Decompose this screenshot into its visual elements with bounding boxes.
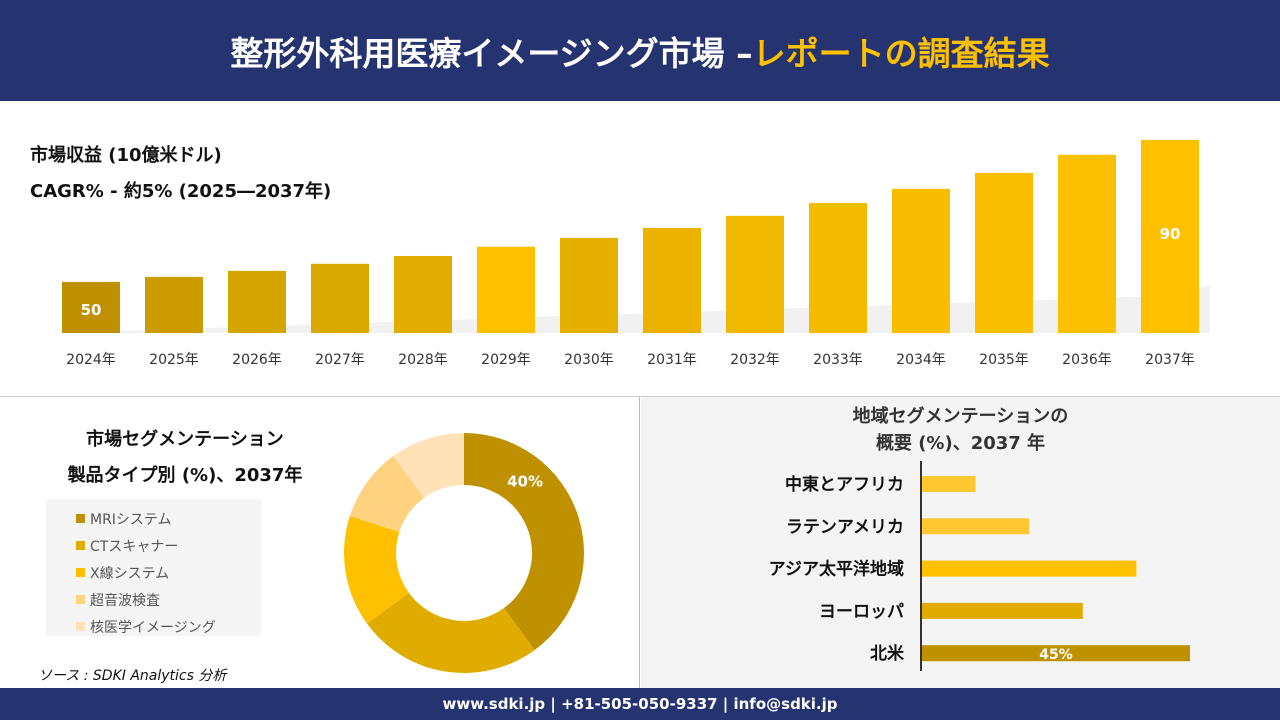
legend-swatch bbox=[76, 622, 85, 631]
bar-ヨーロッパ bbox=[922, 602, 1083, 619]
header-banner: 整形外科用医療イメージング市場 – レポートの調査結果 bbox=[0, 0, 1280, 101]
bar-2037年 bbox=[1141, 139, 1199, 333]
x-tick-label: 2034年 bbox=[896, 352, 946, 368]
legend-swatch bbox=[76, 595, 85, 604]
x-tick-label: 2032年 bbox=[730, 352, 780, 368]
bar-2032年 bbox=[726, 215, 784, 333]
bar-2026年 bbox=[228, 270, 286, 333]
bar-中東とアフリカ bbox=[922, 476, 976, 492]
x-tick-label: 2035年 bbox=[979, 352, 1029, 368]
donut-legend: MRIシステム CTスキャナー X線システム 超音波検査核医学イメージング bbox=[46, 499, 261, 636]
legend-label: CTスキャナー bbox=[90, 538, 179, 555]
legend-item: MRIシステム bbox=[76, 505, 261, 532]
source-note: ソース : SDKI Analytics 分析 bbox=[38, 668, 227, 684]
x-tick-label: 2028年 bbox=[398, 352, 448, 368]
title-accent: レポートの調査結果 bbox=[752, 33, 1050, 73]
bar-2025年 bbox=[145, 276, 203, 333]
bar-2029年 bbox=[477, 246, 535, 333]
bar-ラテンアメリカ bbox=[922, 518, 1030, 535]
region-title-1: 地域セグメンテーションの bbox=[852, 406, 1069, 427]
data-label: 45% bbox=[1039, 647, 1073, 663]
x-tick-label: 2033年 bbox=[813, 352, 863, 368]
x-tick-label: 2036年 bbox=[1062, 352, 1112, 368]
legend-label: 超音波検査 bbox=[90, 592, 160, 609]
segment-title-2: 製品タイプ別 (%)、2037年 bbox=[67, 465, 303, 486]
bar-2031年 bbox=[643, 227, 701, 333]
region-segment-panel: 地域セグメンテーションの 概要 (%)、2037 年 中東とアフリカ ラテンアメリカ… bbox=[641, 397, 1280, 688]
legend-item: CTスキャナー bbox=[76, 532, 261, 559]
x-tick-label: 2030年 bbox=[564, 352, 614, 368]
data-label: 50 bbox=[81, 301, 102, 319]
category-label: ヨーロッパ bbox=[819, 602, 904, 622]
x-tick-label: 2026年 bbox=[232, 352, 282, 368]
category-label: アジア太平洋地域 bbox=[769, 559, 904, 580]
product-donut-chart: 40% bbox=[344, 433, 584, 673]
legend-item: 超音波検査 bbox=[76, 586, 261, 613]
bar-アジア太平洋地域 bbox=[922, 560, 1137, 577]
revenue-chart-panel: 2024年 50 2025年 2026年 2027年 2028年 2029年 2030年 203… bbox=[0, 101, 1280, 397]
x-tick-label: 2031年 bbox=[647, 352, 697, 368]
bar-2033年 bbox=[809, 203, 867, 333]
donut-slice-2 bbox=[344, 515, 409, 624]
donut-slice-4 bbox=[393, 433, 464, 498]
legend-label: X線システム bbox=[90, 565, 170, 582]
title-main: 整形外科用医療イメージング市場 – bbox=[230, 33, 753, 73]
x-tick-label: 2024年 bbox=[66, 352, 116, 368]
category-label: ラテンアメリカ bbox=[786, 517, 904, 537]
revenue-label: 市場収益 (10億米ドル) bbox=[30, 145, 222, 166]
revenue-bar-chart: 2024年 50 2025年 2026年 2027年 2028年 2029年 2030年 203… bbox=[60, 139, 1210, 368]
legend-label: 核医学イメージング bbox=[90, 619, 216, 636]
bar-2024年 bbox=[62, 281, 120, 333]
x-tick-label: 2027年 bbox=[315, 352, 365, 368]
x-tick-label: 2025年 bbox=[149, 352, 199, 368]
product-segment-panel: 市場セグメンテーション 製品タイプ別 (%)、2037年 MRIシステム CTスキ… bbox=[0, 397, 640, 688]
bar-2028年 bbox=[394, 255, 452, 333]
data-label: 90 bbox=[1160, 225, 1181, 243]
bar-2036年 bbox=[1058, 154, 1116, 333]
region-title: 地域セグメンテーションの 概要 (%)、2037 年 bbox=[641, 403, 1280, 457]
bar-2027年 bbox=[311, 263, 369, 333]
x-tick-label: 2029年 bbox=[481, 352, 531, 368]
bar-北米 bbox=[922, 645, 1190, 662]
legend-item: 核医学イメージング bbox=[76, 613, 261, 640]
donut-data-label: 40% bbox=[507, 473, 543, 491]
donut-slice-3 bbox=[349, 455, 425, 532]
bar-2030年 bbox=[560, 237, 618, 333]
x-tick-label: 2037年 bbox=[1145, 352, 1195, 368]
legend-item: X線システム bbox=[76, 559, 261, 586]
donut-slice-1 bbox=[366, 592, 535, 673]
region-title-2: 概要 (%)、2037 年 bbox=[875, 433, 1046, 454]
segment-title-1: 市場セグメンテーション bbox=[86, 429, 284, 450]
category-label: 北米 bbox=[870, 643, 905, 664]
cagr-label: CAGR% - 約5% (2025―2037年) bbox=[30, 181, 332, 202]
legend-label: MRIシステム bbox=[90, 511, 172, 528]
legend-swatch bbox=[76, 514, 85, 523]
bar-2035年 bbox=[975, 172, 1033, 333]
legend-swatch bbox=[76, 568, 85, 577]
donut-slice-0 bbox=[464, 433, 584, 651]
footer-contact: www.sdki.jp | +81-505-050-9337 | info@sd… bbox=[0, 688, 1280, 720]
legend-swatch bbox=[76, 541, 85, 550]
bar-2034年 bbox=[892, 188, 950, 333]
category-label: 中東とアフリカ bbox=[785, 474, 904, 495]
